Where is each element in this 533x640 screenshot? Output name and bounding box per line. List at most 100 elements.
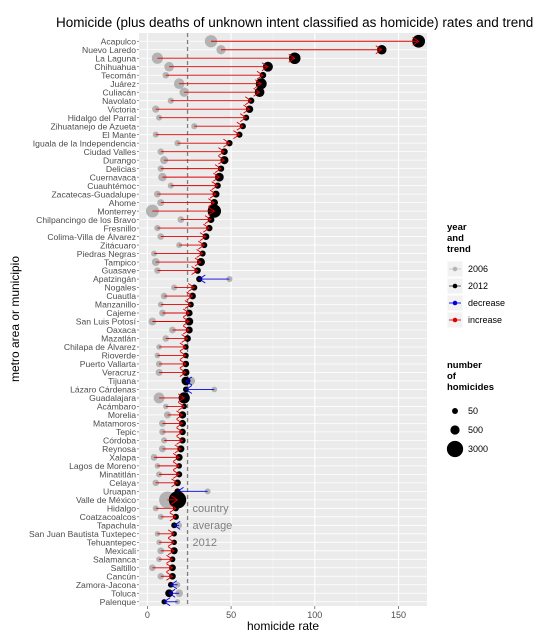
row-label: Navolato xyxy=(102,96,136,106)
legend-size-item: 50 xyxy=(452,406,478,416)
data-row: Lázaro Cárdenas xyxy=(70,385,218,395)
row-label: Cuauhtémoc xyxy=(87,181,136,191)
plot-panel xyxy=(139,33,427,606)
data-row: Nogales xyxy=(104,283,198,293)
row-label: Chilapa de Álvarez xyxy=(64,342,136,352)
trend-arrow-head xyxy=(412,36,420,46)
row-label: Minatitlán xyxy=(99,470,136,480)
point-2006 xyxy=(204,488,211,495)
row-label: Cancún xyxy=(106,571,136,581)
legend-size-label: 500 xyxy=(468,425,483,435)
row-label: Cajeme xyxy=(106,308,136,318)
data-row: Culiacán xyxy=(103,87,265,97)
data-row: Fresnillo xyxy=(104,223,213,233)
data-row: Guadalajara xyxy=(89,392,190,404)
row-label: La Laguna xyxy=(95,53,136,63)
row-label: Ciudad Valles xyxy=(84,147,136,157)
row-label: Ahome xyxy=(109,198,136,208)
legend-key-point xyxy=(452,317,458,323)
country-average-label: average xyxy=(193,520,233,532)
row-label: Toluca xyxy=(111,588,136,598)
trend-arrow-head xyxy=(211,181,219,190)
trend-arrow-head xyxy=(199,232,207,241)
trend-arrow-head xyxy=(179,368,187,377)
legend-trend-item: 2006 xyxy=(446,260,488,278)
row-label: Zitácuaro xyxy=(100,240,136,250)
chart-title: Homicide (plus deaths of unknown intent … xyxy=(56,15,533,30)
row-label: Veracruz xyxy=(102,368,136,378)
trend-arrow-head xyxy=(204,215,212,224)
legend-trend-item: 2012 xyxy=(446,277,488,295)
legend-key-point xyxy=(452,266,458,272)
row-label: Zihuatanejo de Azueta xyxy=(50,121,136,131)
data-row: Cajeme xyxy=(106,308,193,318)
data-row: Colima-Villa de Álvarez xyxy=(47,232,210,242)
row-label: Nogales xyxy=(104,283,136,293)
row-label: Tapachula xyxy=(97,521,136,531)
trend-arrow-head xyxy=(208,206,216,216)
data-row: Morelia xyxy=(108,410,187,420)
trend-arrow-head xyxy=(176,410,184,420)
data-row: Cuernavaca xyxy=(90,172,224,182)
data-row: San Juan Bautista Tuxtepec xyxy=(29,529,177,539)
row-label: Zacatecas-Guadalupe xyxy=(51,189,136,199)
legend-trend-title: year xyxy=(447,222,467,233)
country-average: country average 2012 xyxy=(186,33,233,606)
trend-arrow-head xyxy=(167,537,175,547)
trend-arrow-head xyxy=(177,393,186,403)
trend-arrow-head xyxy=(179,342,187,352)
row-label: Cuernavaca xyxy=(90,172,137,182)
row-label: Acapulco xyxy=(101,36,137,46)
row-label: Mexicali xyxy=(105,546,136,556)
data-row: Acapulco xyxy=(101,34,426,48)
trend-arrow-head xyxy=(171,478,179,488)
x-tick-label: 150 xyxy=(391,610,406,620)
trend-arrow-head xyxy=(166,563,174,573)
trend-arrow-head xyxy=(170,580,178,590)
row-label: Apatzingán xyxy=(93,274,136,284)
trend-arrow-head xyxy=(185,376,193,386)
trend-arrow-head xyxy=(182,308,191,318)
row-label: Lázaro Cárdenas xyxy=(70,385,136,395)
row-label: Manzanillo xyxy=(95,300,136,310)
row-label: Cuautla xyxy=(106,291,136,301)
data-row: Coatzacoalcos xyxy=(80,512,179,522)
row-label: Guadalajara xyxy=(89,393,136,403)
trend-arrow-head xyxy=(256,70,264,80)
country-average-label: 2012 xyxy=(193,537,217,549)
legend-size-title: homicides xyxy=(447,382,494,393)
data-row: San Luis Potosí xyxy=(76,317,194,327)
row-label: Colima-Villa de Álvarez xyxy=(47,232,136,242)
trend-arrow-head xyxy=(218,147,226,157)
data-row: Delicias xyxy=(106,164,225,174)
data-row: Reynosa xyxy=(102,444,185,454)
trend-arrow-head xyxy=(176,419,184,428)
legend-size-label: 50 xyxy=(468,406,478,416)
trend-arrow-head xyxy=(243,104,251,114)
trend-arrow-head xyxy=(213,172,221,182)
trend-arrow-head xyxy=(179,351,187,360)
data-row: Zihuatanejo de Azueta xyxy=(50,121,246,131)
trend-arrow-head xyxy=(176,436,184,445)
data-row: Zamora-Jacona xyxy=(76,580,181,590)
y-axis-label: metro area or municipio xyxy=(8,256,22,382)
trend-arrow-head xyxy=(244,96,252,106)
trend-arrow-head xyxy=(174,444,182,454)
trend-arrow-head xyxy=(172,453,180,462)
row-label: San Juan Bautista Tuxtepec xyxy=(29,529,137,539)
row-label: Valle de México xyxy=(76,495,136,505)
data-row: Monterrey xyxy=(97,204,222,218)
trend-arrow-head xyxy=(253,87,261,97)
row-label: Juárez xyxy=(110,79,136,89)
row-label: Nuevo Laredo xyxy=(82,45,136,55)
row-label: Zamora-Jacona xyxy=(76,580,136,590)
row-label: Iguala de la Independencia xyxy=(33,138,136,148)
trend-arrow-head xyxy=(288,53,296,63)
legend-trend-item: increase xyxy=(446,311,502,329)
row-label: Celaya xyxy=(109,478,136,488)
row-label: Culiacán xyxy=(103,87,137,97)
data-row: Puerto Vallarta xyxy=(80,359,190,369)
